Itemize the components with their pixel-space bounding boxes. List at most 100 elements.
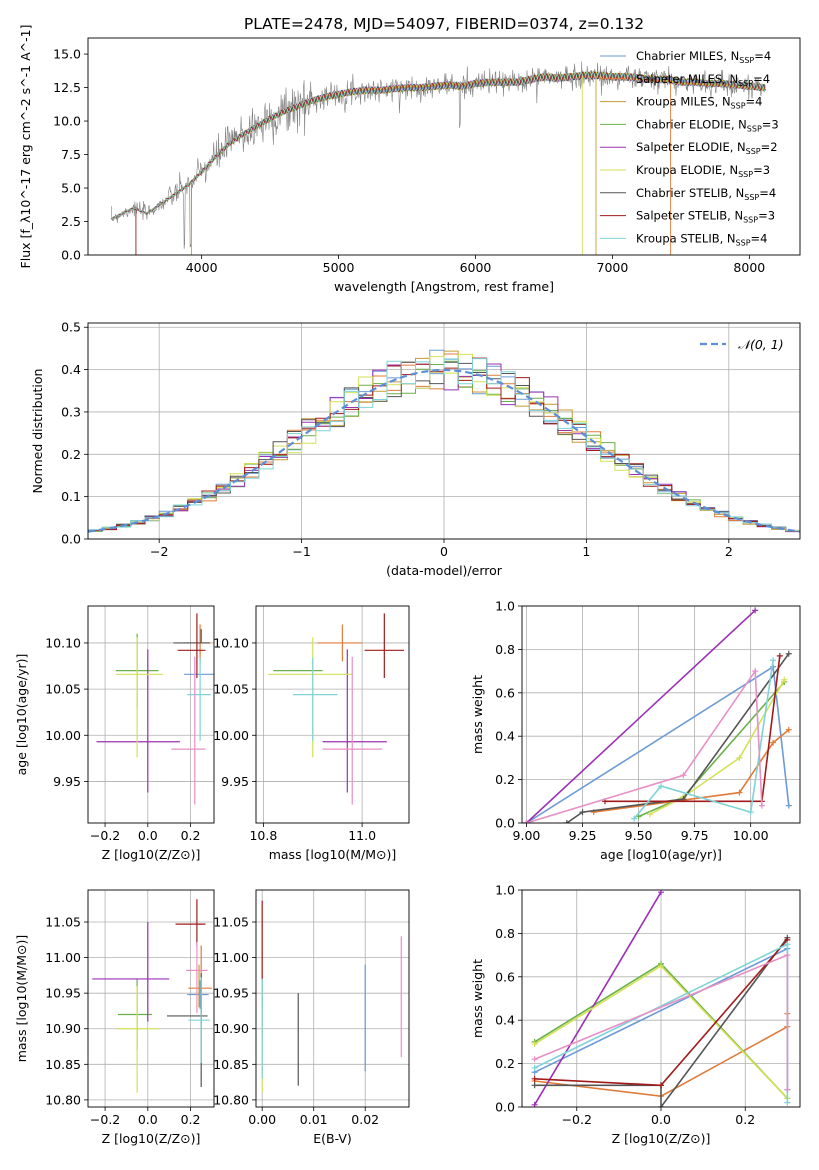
axes-frame (87, 322, 801, 540)
weight-line (593, 729, 790, 813)
mass-vs-ebv-panel: 0.00 0.01 0.02 10.80 10.85 10.90 10.95 11.00 11.… (213, 889, 410, 1146)
gaussian-curve (88, 368, 800, 533)
axes-frame (521, 605, 801, 824)
weight-line (526, 668, 763, 823)
weight-line (534, 937, 789, 1107)
error-bar-point (177, 613, 206, 679)
error-bar-point (322, 656, 382, 805)
y-tick-label: 0.8 (495, 642, 515, 657)
axes-frame (87, 889, 215, 1108)
weight-marker (680, 772, 687, 779)
x-axis-label: E(B-V) (313, 1131, 352, 1146)
weight-line (533, 891, 662, 1106)
y-tick-label: 9.95 (221, 774, 249, 789)
weight-vs-z-panel: −0.2 0.0 0.2 0.0 0.2 0.4 0.6 0.8 1.0 Z [log10(Z/Z… (470, 883, 801, 1146)
y-tick-label: 0.2 (495, 772, 515, 787)
weight-marker (784, 941, 791, 948)
x-tick-label: 0.01 (300, 1112, 328, 1127)
x-tick-label: 0.2 (181, 828, 201, 843)
y-tick-label: 2.5 (61, 214, 81, 229)
weight-marker (658, 962, 664, 969)
y-axis-label: age [log10(age/yr)] (14, 654, 29, 776)
weight-marker (785, 650, 792, 657)
weight-marker (770, 657, 777, 664)
y-tick-label: 0.8 (495, 926, 515, 941)
error-bar-point (364, 613, 405, 679)
figure-title: PLATE=2478, MJD=54097, FIBERID=0374, z=0… (244, 15, 644, 33)
error-bar-point (173, 629, 210, 644)
y-tick-label: 11.05 (45, 915, 81, 930)
weight-line (633, 660, 774, 820)
legend-entry: Chabrier MILES, NSSP=4 (636, 49, 771, 65)
legend-entry: Salpeter ELODIE, NSSP=2 (636, 140, 778, 156)
weight-marker (531, 1056, 538, 1063)
error-bar-point (92, 922, 170, 1022)
error-bar-point (186, 941, 208, 1014)
y-tick-label: 10.10 (45, 635, 81, 650)
weight-marker (752, 668, 759, 675)
x-axis-label: Z [log10(Z/Z⊙)] (102, 847, 201, 862)
y-tick-label: 11.05 (213, 915, 249, 930)
x-tick-label: 0.00 (248, 1112, 276, 1127)
weight-line (566, 653, 790, 823)
x-tick-label: 5000 (323, 260, 355, 275)
y-tick-label: 7.5 (61, 147, 81, 162)
weight-marker (736, 789, 743, 796)
y-tick-label: 10.00 (45, 728, 81, 743)
y-tick-label: 0.0 (495, 1100, 515, 1115)
x-tick-label: −0.2 (562, 1112, 592, 1127)
error-bar-point (188, 977, 210, 1063)
error-bar-point (317, 624, 363, 662)
y-tick-label: 10.85 (45, 1057, 81, 1072)
y-tick-label: 10.10 (213, 635, 249, 650)
y-axis-label: mass [log10(M/M⊙)] (14, 935, 29, 1063)
legend-entry: Kroupa STELIB, NSSP=4 (636, 231, 767, 247)
y-tick-label: 1.0 (495, 599, 515, 614)
error-bar-point (268, 637, 353, 758)
x-axis-label: age [log10(age/yr)] (600, 847, 722, 862)
axes-frame (255, 889, 410, 1108)
mass-vs-z-panel: −0.2 0.0 0.2 10.80 10.85 10.90 10.95 11.00 11.05… (14, 889, 215, 1146)
age-vs-z-panel: −0.2 0.0 0.2 9.95 10.00 10.05 10.10 Z [log10(Z/… (14, 605, 215, 862)
weight-marker (784, 952, 791, 959)
x-axis-label: (data-model)/error (386, 563, 503, 578)
weight-marker (785, 726, 792, 733)
y-tick-label: 0.4 (61, 362, 81, 377)
weight-marker (785, 802, 792, 809)
y-tick-label: 0.4 (495, 1013, 515, 1028)
weight-marker (531, 1082, 538, 1089)
y-axis-label: mass weight (470, 675, 485, 754)
y-tick-label: 0.6 (495, 685, 515, 700)
x-tick-label: 9.75 (681, 828, 709, 843)
error-bar-point (115, 637, 163, 758)
weight-marker (784, 1086, 791, 1093)
x-tick-label: −1 (292, 544, 310, 559)
y-tick-label: 15.0 (53, 47, 81, 62)
y-tick-label: 10.95 (213, 986, 249, 1001)
error-bar-point (117, 986, 159, 1093)
x-tick-label: −2 (150, 544, 168, 559)
error-bar-point (175, 899, 206, 946)
y-tick-label: 10.85 (213, 1057, 249, 1072)
legend-entry: Salpeter MILES, NSSP=4 (636, 72, 770, 88)
y-tick-label: 5.0 (61, 181, 81, 196)
spectrum-model-line (111, 71, 766, 219)
x-tick-label: 4000 (186, 260, 218, 275)
spectrum-panel: 4000 5000 6000 7000 8000 0.0 2.5 5.0 7.5 10.0 12.5… (18, 25, 801, 294)
y-tick-label: 1.0 (495, 883, 515, 898)
weight-marker (781, 676, 788, 683)
y-tick-label: 10.05 (45, 682, 81, 697)
y-axis-label: Normed distribution (30, 369, 45, 494)
y-tick-label: 12.5 (53, 80, 81, 95)
error-bar-point (322, 649, 387, 793)
legend-entry: Chabrier STELIB, NSSP=4 (636, 186, 776, 202)
error-bar-point (293, 657, 338, 741)
x-tick-label: 0.02 (351, 1112, 379, 1127)
weight-marker (579, 809, 586, 816)
y-tick-label: 0.0 (61, 532, 81, 547)
y-axis-label: Flux [f_λ10^-17 erg cm^-2 s^-1 A^-1] (18, 25, 33, 269)
x-tick-label: 9.00 (513, 828, 541, 843)
x-tick-label: 9.25 (569, 828, 597, 843)
weight-marker (523, 820, 530, 823)
